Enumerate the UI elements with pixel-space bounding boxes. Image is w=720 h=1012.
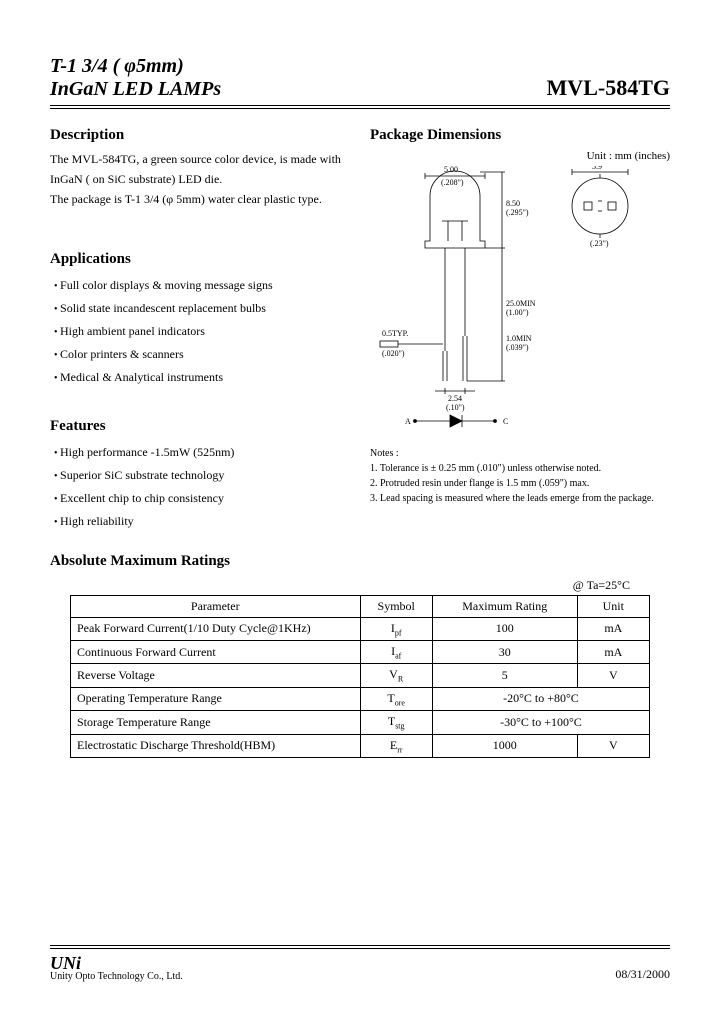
cell-symbol: Ipf <box>360 617 432 640</box>
package-diagram: 5.00 (.208") 8.50 (.295") 25.0MIN (1.00"… <box>370 166 670 436</box>
desc-line2: InGaN ( on SiC substrate) LED die. <box>50 170 350 190</box>
table-row: Electrostatic Discharge Threshold(HBM)Er… <box>71 734 650 757</box>
ratings-heading: Absolute Maximum Ratings <box>50 553 670 570</box>
title-line2: InGaN LED LAMPs <box>50 78 221 101</box>
part-number: MVL-584TG <box>547 75 670 101</box>
table-header-row: Parameter Symbol Maximum Rating Unit <box>71 595 650 617</box>
ratings-table: Parameter Symbol Maximum Rating Unit Pea… <box>70 595 650 758</box>
col-symbol: Symbol <box>360 595 432 617</box>
table-row: Reverse VoltageVR5V <box>71 664 650 687</box>
footer-left: UNi Unity Opto Technology Co., Ltd. <box>50 955 183 982</box>
svg-text:(.23"): (.23") <box>590 239 609 248</box>
col-parameter: Parameter <box>71 595 361 617</box>
table-row: Operating Temperature RangeTore-20°C to … <box>71 687 650 710</box>
page-header: T-1 3/4 ( φ5mm) InGaN LED LAMPs MVL-584T… <box>50 55 670 109</box>
footer-row: UNi Unity Opto Technology Co., Ltd. 08/3… <box>50 955 670 982</box>
description-heading: Description <box>50 127 350 144</box>
list-item: Excellent chip to chip consistency <box>54 487 350 510</box>
cell-parameter: Electrostatic Discharge Threshold(HBM) <box>71 734 361 757</box>
cell-unit: V <box>577 734 649 757</box>
cell-unit: mA <box>577 617 649 640</box>
cell-unit: mA <box>577 640 649 663</box>
col-rating: Maximum Rating <box>432 595 577 617</box>
cell-symbol: Tore <box>360 687 432 710</box>
cell-symbol: Iaf <box>360 640 432 663</box>
cell-symbol: Err <box>360 734 432 757</box>
cell-parameter: Reverse Voltage <box>71 664 361 687</box>
left-column: Description The MVL-584TG, a green sourc… <box>50 127 350 533</box>
cell-unit: V <box>577 664 649 687</box>
list-item: Color printers & scanners <box>54 343 350 366</box>
note-line: 1. Tolerance is ± 0.25 mm (.010") unless… <box>370 461 670 476</box>
table-row: Peak Forward Current(1/10 Duty Cycle@1KH… <box>71 617 650 640</box>
table-row: Continuous Forward CurrentIaf30mA <box>71 640 650 663</box>
cell-rating: -20°C to +80°C <box>432 687 649 710</box>
desc-line1: The MVL-584TG, a green source color devi… <box>50 150 350 170</box>
svg-text:25.0MIN: 25.0MIN <box>506 299 536 308</box>
cell-rating: 5 <box>432 664 577 687</box>
svg-text:(1.00"): (1.00") <box>506 308 529 317</box>
list-item: Solid state incandescent replacement bul… <box>54 297 350 320</box>
cell-symbol: Tstg <box>360 711 432 734</box>
notes-heading: Notes : <box>370 446 670 461</box>
diagram-svg: 5.00 (.208") 8.50 (.295") 25.0MIN (1.00"… <box>370 166 670 436</box>
col-unit: Unit <box>577 595 649 617</box>
package-heading: Package Dimensions <box>370 127 670 144</box>
list-item: Full color displays & moving message sig… <box>54 274 350 297</box>
svg-text:(.295"): (.295") <box>506 208 529 217</box>
company-logo: UNi <box>50 955 183 971</box>
list-item: Superior SiC substrate technology <box>54 464 350 487</box>
cell-parameter: Storage Temperature Range <box>71 711 361 734</box>
note-line: 2. Protruded resin under flange is 1.5 m… <box>370 476 670 491</box>
svg-text:5.00: 5.00 <box>444 166 458 174</box>
list-item: High performance -1.5mW (525nm) <box>54 441 350 464</box>
right-column: Package Dimensions Unit : mm (inches) <box>370 127 670 533</box>
svg-text:(.208"): (.208") <box>441 178 464 187</box>
page-footer: UNi Unity Opto Technology Co., Ltd. 08/3… <box>50 945 670 982</box>
cell-rating: -30°C to +100°C <box>432 711 649 734</box>
cell-rating: 30 <box>432 640 577 663</box>
note-line: 3. Lead spacing is measured where the le… <box>370 491 670 506</box>
table-row: Storage Temperature RangeTstg-30°C to +1… <box>71 711 650 734</box>
unit-label: Unit : mm (inches) <box>370 150 670 162</box>
svg-text:C: C <box>503 417 508 426</box>
svg-text:0.5TYP.: 0.5TYP. <box>382 329 408 338</box>
cell-rating: 1000 <box>432 734 577 757</box>
footer-date: 08/31/2000 <box>615 967 670 982</box>
applications-list: Full color displays & moving message sig… <box>50 274 350 388</box>
svg-text:8.50: 8.50 <box>506 199 520 208</box>
svg-text:2.54: 2.54 <box>448 394 462 403</box>
svg-text:1.0MIN: 1.0MIN <box>506 334 532 343</box>
notes-block: Notes : 1. Tolerance is ± 0.25 mm (.010"… <box>370 446 670 506</box>
top-columns: Description The MVL-584TG, a green sourc… <box>50 127 670 533</box>
svg-text:A: A <box>405 417 411 426</box>
ratings-condition: @ Ta=25°C <box>50 578 670 593</box>
title-line1: T-1 3/4 ( φ5mm) <box>50 55 221 78</box>
applications-heading: Applications <box>50 251 350 268</box>
product-title: T-1 3/4 ( φ5mm) InGaN LED LAMPs <box>50 55 221 101</box>
description-text: The MVL-584TG, a green source color devi… <box>50 150 350 209</box>
cell-parameter: Peak Forward Current(1/10 Duty Cycle@1KH… <box>71 617 361 640</box>
desc-line3: The package is T-1 3/4 (φ 5mm) water cle… <box>50 190 350 210</box>
svg-text:(.039"): (.039") <box>506 343 529 352</box>
svg-text:5.9: 5.9 <box>592 166 602 171</box>
svg-text:(.10"): (.10") <box>446 403 465 412</box>
features-heading: Features <box>50 418 350 435</box>
cell-parameter: Operating Temperature Range <box>71 687 361 710</box>
cell-rating: 100 <box>432 617 577 640</box>
cell-symbol: VR <box>360 664 432 687</box>
footer-rule <box>50 945 670 949</box>
list-item: High reliability <box>54 510 350 533</box>
list-item: Medical & Analytical instruments <box>54 366 350 389</box>
company-name: Unity Opto Technology Co., Ltd. <box>50 971 183 982</box>
cell-parameter: Continuous Forward Current <box>71 640 361 663</box>
features-list: High performance -1.5mW (525nm) Superior… <box>50 441 350 532</box>
svg-text:(.020"): (.020") <box>382 349 405 358</box>
list-item: High ambient panel indicators <box>54 320 350 343</box>
